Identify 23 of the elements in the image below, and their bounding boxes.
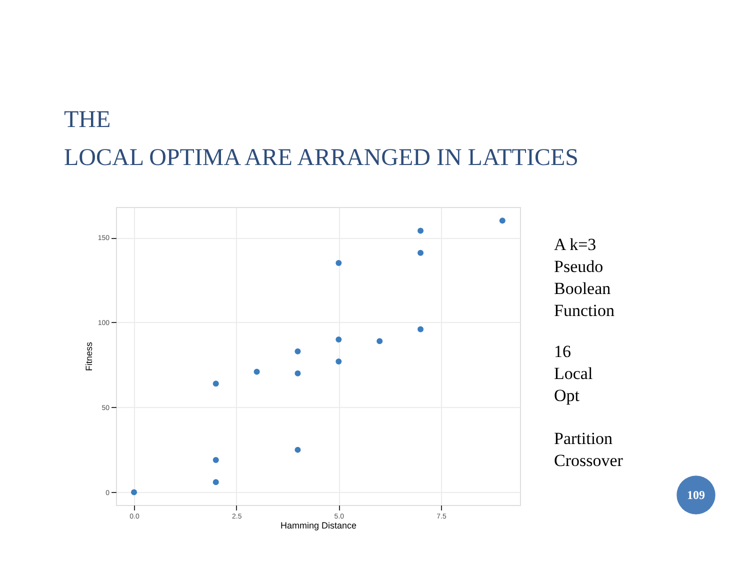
- point: [294, 348, 301, 354]
- point: [418, 326, 424, 332]
- text: 16 Local Opt: [554, 342, 593, 405]
- point: [499, 218, 506, 224]
- point: [131, 489, 138, 496]
- x-axis-title: Hamming Distance: [280, 520, 357, 530]
- point: [212, 479, 219, 486]
- point: [294, 370, 301, 376]
- point: [254, 368, 260, 375]
- text: Partition Crossover: [554, 429, 624, 470]
- text: A k=3 Pseudo Boolean Function: [554, 235, 615, 320]
- text: 109: [687, 488, 705, 502]
- point: [336, 358, 342, 365]
- chart-title: THE LOCAL OPTIMA ARE ARRANGED IN LATTICES: [64, 107, 578, 171]
- point: [336, 336, 342, 342]
- point: [418, 250, 424, 256]
- point: [212, 457, 219, 463]
- point: [418, 228, 424, 234]
- point: [376, 338, 383, 344]
- y-axis-title: Fitness: [84, 342, 94, 372]
- point: [336, 260, 342, 266]
- point: [212, 380, 219, 387]
- point: [294, 446, 301, 453]
